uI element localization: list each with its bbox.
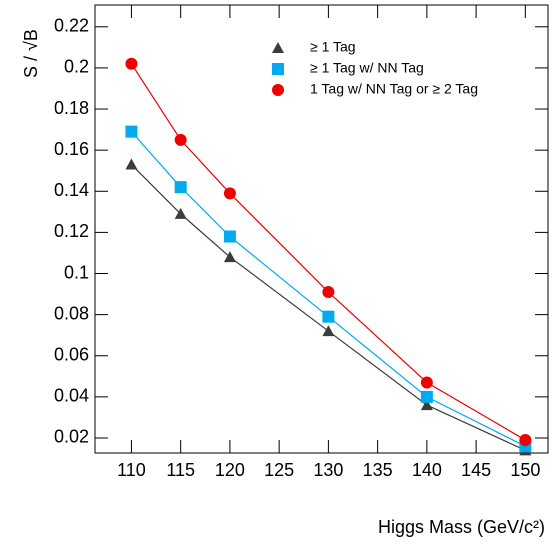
marker bbox=[420, 376, 433, 389]
marker bbox=[125, 125, 138, 138]
y-tick-label: 0.2 bbox=[64, 57, 89, 77]
x-tick-label: 135 bbox=[363, 460, 393, 480]
plot-frame bbox=[94, 4, 549, 454]
legend-marker bbox=[272, 63, 284, 75]
marker bbox=[519, 434, 532, 447]
marker bbox=[174, 207, 187, 219]
y-tick-label: 0.18 bbox=[54, 98, 89, 118]
series-line bbox=[131, 164, 526, 451]
marker bbox=[223, 230, 236, 243]
marker bbox=[223, 187, 236, 200]
marker bbox=[125, 158, 138, 170]
y-tick-label: 0.04 bbox=[54, 386, 89, 406]
y-tick-label: 0.14 bbox=[54, 180, 89, 200]
marker bbox=[125, 57, 138, 70]
x-axis-label: Higgs Mass (GeV/c²) bbox=[378, 517, 545, 537]
y-tick-label: 0.08 bbox=[54, 303, 89, 323]
legend-label: 1 Tag w/ NN Tag or ≥ 2 Tag bbox=[310, 81, 478, 97]
marker bbox=[322, 325, 335, 337]
y-tick-label: 0.16 bbox=[54, 139, 89, 159]
legend-marker bbox=[272, 42, 284, 53]
x-tick-label: 140 bbox=[412, 460, 442, 480]
x-tick-label: 125 bbox=[264, 460, 294, 480]
y-tick-label: 0.02 bbox=[54, 427, 89, 447]
series-line bbox=[130, 63, 526, 441]
y-tick-label: 0.06 bbox=[54, 345, 89, 365]
x-tick-label: 130 bbox=[313, 460, 343, 480]
marker bbox=[420, 399, 433, 411]
x-tick-label: 150 bbox=[510, 460, 540, 480]
y-tick-label: 0.1 bbox=[64, 262, 89, 282]
x-tick-label: 115 bbox=[166, 460, 195, 480]
legend-label: ≥ 1 Tag w/ NN Tag bbox=[310, 60, 424, 76]
marker bbox=[174, 181, 187, 194]
marker bbox=[322, 310, 335, 323]
x-tick-label: 145 bbox=[461, 460, 491, 480]
y-axis-label: S / √B bbox=[21, 29, 41, 78]
y-tick-label: 0.22 bbox=[54, 16, 89, 36]
marker bbox=[223, 251, 236, 263]
series-line bbox=[130, 131, 526, 447]
marker bbox=[174, 133, 187, 146]
y-tick-label: 0.12 bbox=[54, 221, 89, 241]
marker bbox=[322, 286, 335, 299]
x-tick-label: 120 bbox=[215, 460, 245, 480]
x-tick-label: 110 bbox=[117, 460, 146, 480]
legend-marker bbox=[272, 84, 284, 96]
marker bbox=[420, 390, 433, 403]
legend-label: ≥ 1 Tag bbox=[310, 39, 356, 55]
